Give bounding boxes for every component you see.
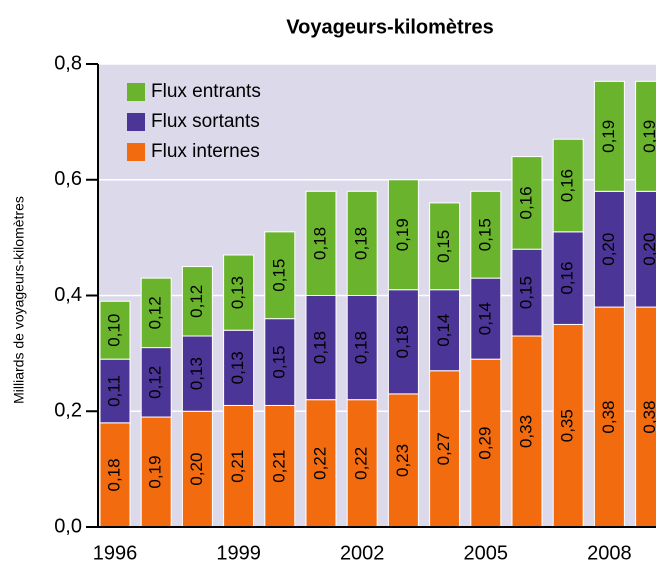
- y-tick-label: 0,8: [54, 52, 82, 74]
- bar-segment: [552, 138, 584, 233]
- value-label: 0,38: [599, 400, 618, 433]
- y-tick-label: 0,2: [54, 400, 82, 422]
- value-label: 0,29: [475, 427, 494, 460]
- x-tick-label: 1996: [93, 542, 138, 564]
- value-label: 0,18: [104, 458, 123, 491]
- bar-segment: [635, 80, 656, 192]
- value-label: 0,13: [228, 351, 247, 384]
- value-label: 0,18: [352, 331, 371, 364]
- x-tick-label: 2008: [587, 542, 632, 564]
- bar-segment: [305, 295, 337, 401]
- y-tick-label: 0,4: [54, 284, 82, 306]
- value-label: 0,20: [599, 233, 618, 266]
- chart-title: Voyageurs-kilomètres: [286, 16, 494, 38]
- bar-segment: [593, 190, 625, 308]
- bar-segment: [593, 80, 625, 192]
- value-label: 0,15: [269, 346, 288, 379]
- value-label: 0,14: [434, 314, 453, 347]
- bar-segment: [470, 190, 502, 279]
- bar-segment: [223, 254, 255, 331]
- bar-segment: [346, 190, 378, 296]
- value-label: 0,23: [393, 444, 412, 477]
- legend-swatch: [127, 83, 145, 101]
- bar-segment: [511, 156, 543, 250]
- bar-segment: [305, 190, 337, 296]
- bar-segment: [346, 295, 378, 401]
- value-label: 0,14: [475, 302, 494, 335]
- x-tick-label: 2005: [464, 542, 509, 564]
- value-label: 0,15: [516, 276, 535, 309]
- bar-segment: [346, 399, 378, 528]
- bar-segment: [429, 370, 461, 528]
- value-label: 0,15: [434, 230, 453, 263]
- value-label: 0,20: [640, 233, 656, 266]
- bar-segment: [470, 277, 502, 360]
- value-label: 0,18: [310, 331, 329, 364]
- value-label: 0,16: [558, 169, 577, 202]
- bar-segment: [552, 323, 584, 528]
- bar-segment: [429, 202, 461, 291]
- value-label: 0,12: [146, 366, 165, 399]
- value-label: 0,10: [104, 314, 123, 347]
- bar-segment: [181, 266, 213, 337]
- bar-segment: [264, 231, 296, 320]
- value-label: 0,20: [187, 453, 206, 486]
- value-label: 0,18: [393, 325, 412, 358]
- bar-segment: [181, 335, 213, 412]
- bar-segment: [429, 289, 461, 372]
- bar-segment: [387, 179, 419, 291]
- value-label: 0,13: [228, 276, 247, 309]
- value-label: 0,12: [187, 285, 206, 318]
- legend-label: Flux sortants: [151, 111, 260, 132]
- value-label: 0,11: [104, 375, 123, 407]
- value-label: 0,35: [558, 409, 577, 442]
- bar-segment: [140, 347, 172, 418]
- value-label: 0,16: [558, 262, 577, 295]
- value-label: 0,16: [516, 186, 535, 219]
- bar-segment: [99, 422, 131, 528]
- value-label: 0,19: [393, 218, 412, 251]
- value-label: 0,18: [310, 227, 329, 260]
- y-axis-label: Milliards de voyageurs-kilomètres: [11, 196, 27, 404]
- value-label: 0,33: [516, 415, 535, 448]
- value-label: 0,22: [352, 447, 371, 480]
- bar-segment: [99, 300, 131, 360]
- legend-swatch: [127, 113, 145, 131]
- value-label: 0,38: [640, 400, 656, 433]
- x-tick-label: 1999: [216, 542, 261, 564]
- bar-segment: [387, 289, 419, 395]
- bar-segment: [223, 329, 255, 406]
- value-label: 0,27: [434, 432, 453, 465]
- value-label: 0,15: [475, 218, 494, 251]
- bar-segment: [99, 358, 131, 424]
- value-label: 0,18: [352, 227, 371, 260]
- y-tick-label: 0,6: [54, 168, 82, 190]
- bar-segment: [223, 404, 255, 528]
- bar-segment: [552, 231, 584, 325]
- value-label: 0,19: [146, 455, 165, 488]
- value-label: 0,19: [640, 120, 656, 153]
- value-label: 0,21: [228, 450, 247, 483]
- x-tick-label: 2002: [340, 542, 385, 564]
- value-label: 0,12: [146, 296, 165, 329]
- bar-segment: [140, 277, 172, 349]
- value-label: 0,19: [599, 120, 618, 153]
- legend-swatch: [127, 143, 145, 161]
- value-label: 0,13: [187, 357, 206, 390]
- value-label: 0,21: [269, 450, 288, 483]
- value-label: 0,22: [310, 447, 329, 480]
- legend-label: Flux entrants: [151, 81, 261, 102]
- legend-label: Flux internes: [151, 141, 260, 162]
- y-tick-label: 0,0: [54, 515, 82, 537]
- value-label: 0,15: [269, 259, 288, 292]
